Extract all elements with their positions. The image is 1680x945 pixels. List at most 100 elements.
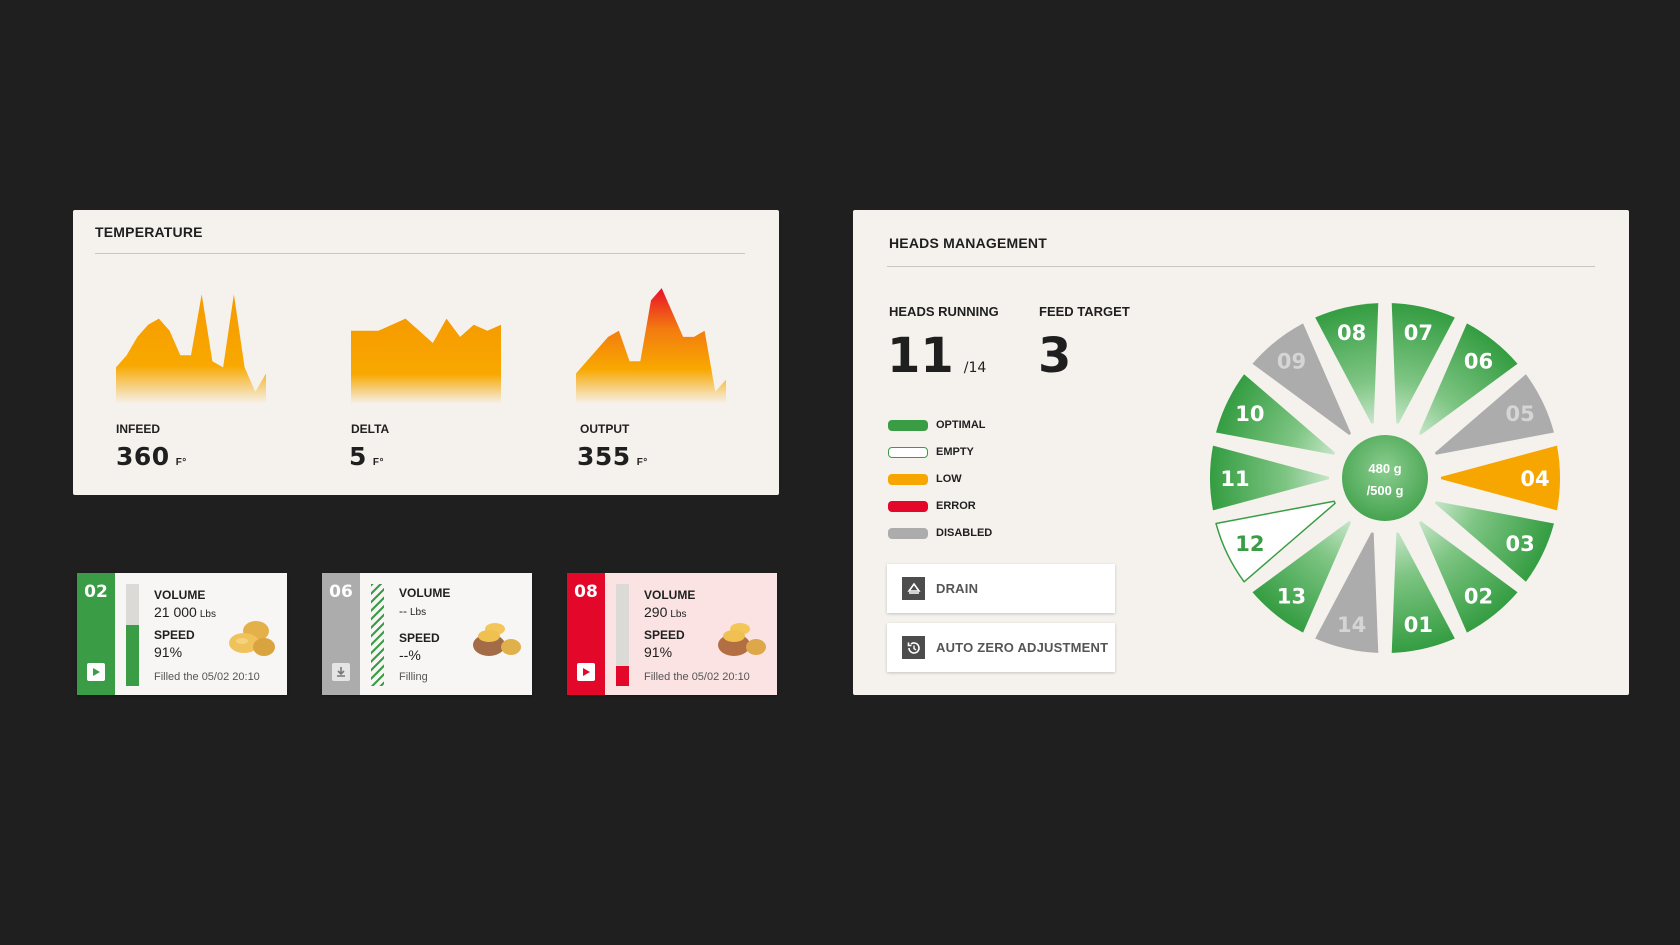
legend-swatch (888, 500, 928, 512)
head-segment-label: 05 (1506, 402, 1535, 426)
reset-icon (902, 636, 925, 659)
status-note: Filled the 05/02 20:10 (154, 671, 260, 683)
status-note: Filling (399, 671, 428, 683)
volume-label: VOLUME (399, 586, 451, 600)
speed-value: --% (399, 647, 421, 663)
download-icon[interactable] (332, 663, 350, 681)
head-segment-09[interactable] (1252, 323, 1352, 435)
head-segment-label: 08 (1337, 321, 1366, 345)
volume-value: 290 Lbs (644, 604, 687, 620)
head-card-06[interactable]: 06 VOLUME -- Lbs SPEED --% Filling (322, 573, 532, 695)
speed-value: 91% (644, 644, 673, 660)
center-target: /500 g (1367, 483, 1404, 498)
head-segment-07[interactable] (1391, 303, 1455, 424)
status-note: Filled the 05/02 20:10 (644, 671, 750, 683)
infeed-value: 360 F° (116, 442, 187, 471)
speed-label: SPEED (399, 631, 440, 645)
delta-value: 5 F° (349, 442, 385, 471)
fill-gauge (616, 584, 629, 686)
head-card-08[interactable]: 08 VOLUME 290 Lbs SPEED 91% Filled the 05… (567, 573, 777, 695)
feed-target-label: FEED TARGET (1039, 304, 1130, 319)
divider (95, 253, 745, 254)
panel-title: HEADS MANAGEMENT (889, 235, 1047, 251)
feed-target-value: 3 (1038, 328, 1072, 384)
legend-swatch (888, 473, 928, 485)
head-segment-12[interactable] (1215, 500, 1336, 583)
fill-gauge-level (616, 665, 629, 686)
play-icon[interactable] (577, 663, 595, 681)
volume-label: VOLUME (644, 588, 696, 602)
card-head-number: 02 (84, 582, 108, 602)
head-segment-08[interactable] (1315, 303, 1379, 424)
legend-label: ERROR (936, 500, 976, 512)
auto-zero-adjustment-label: AUTO ZERO ADJUSTMENT (936, 640, 1109, 655)
divider (887, 266, 1595, 267)
legend-label: OPTIMAL (936, 419, 986, 431)
output-value: 355 F° (577, 442, 648, 471)
head-card-02[interactable]: 02 VOLUME 21 000 Lbs SPEED 91% Filled the… (77, 573, 287, 695)
card-head-number: 08 (574, 582, 598, 602)
heads-running-label: HEADS RUNNING (889, 304, 999, 319)
fill-gauge (126, 584, 139, 686)
head-segment-02[interactable] (1418, 521, 1518, 633)
output-trend-area (576, 288, 726, 404)
head-segment-01[interactable] (1391, 532, 1455, 653)
head-segment-13[interactable] (1252, 521, 1352, 633)
delta-trend-chart (351, 318, 501, 404)
volume-value: 21 000 Lbs (154, 604, 216, 620)
volume-value: -- Lbs (399, 604, 427, 618)
legend-swatch (888, 446, 928, 458)
head-segment-10[interactable] (1216, 374, 1336, 455)
infeed-trend-chart (116, 294, 266, 404)
potato-image (473, 623, 521, 656)
head-segment-label: 03 (1506, 532, 1535, 556)
output-trend-chart (576, 288, 726, 404)
wheel-center (1342, 435, 1428, 521)
heads-running-value: 11/14 (887, 328, 987, 384)
head-segment-14[interactable] (1315, 532, 1379, 653)
volume-label: VOLUME (154, 588, 206, 602)
delta-label: DELTA (351, 422, 390, 436)
head-segment-04[interactable] (1440, 445, 1560, 511)
head-segment-label: 10 (1235, 402, 1264, 426)
speed-value: 91% (154, 644, 183, 660)
legend-swatch (888, 527, 928, 539)
legend-optimal: OPTIMAL (888, 417, 986, 433)
speed-label: SPEED (644, 628, 685, 642)
head-segment-label: 04 (1520, 467, 1549, 491)
legend-label: DISABLED (936, 527, 993, 539)
drain-button-label: DRAIN (936, 581, 979, 596)
play-icon[interactable] (87, 663, 105, 681)
legend-empty: EMPTY (888, 444, 974, 460)
center-weight: 480 g (1368, 461, 1401, 476)
head-segment-label: 01 (1404, 613, 1433, 637)
eject-icon (902, 577, 925, 600)
output-label: OUTPUT (580, 422, 630, 436)
head-segment-03[interactable] (1434, 501, 1554, 582)
legend-low: LOW (888, 471, 962, 487)
infeed-trend-area (116, 294, 266, 404)
fill-gauge (371, 584, 384, 686)
potato-image (718, 623, 766, 656)
head-segment-label: 11 (1220, 467, 1249, 491)
legend-disabled: DISABLED (888, 525, 992, 541)
heads-wheel: 01 02 03 04 05 06 07 08 09 10 11 12 13 14 480 g /500 … (1210, 303, 1560, 653)
card-head-number: 06 (329, 582, 353, 602)
legend-swatch (888, 419, 928, 431)
speed-label: SPEED (154, 628, 195, 642)
infeed-label: INFEED (116, 422, 161, 436)
head-segment-06[interactable] (1418, 323, 1518, 435)
legend-label: LOW (936, 473, 962, 485)
head-segment-label: 12 (1235, 532, 1264, 556)
auto-zero-adjustment-button[interactable]: AUTO ZERO ADJUSTMENT (887, 623, 1115, 672)
delta-trend-area (351, 318, 501, 404)
legend-error: ERROR (888, 498, 976, 514)
drain-button[interactable]: DRAIN (887, 564, 1115, 613)
head-segment-label: 14 (1337, 613, 1366, 637)
head-segment-label: 13 (1277, 584, 1306, 608)
heads-management-panel: HEADS MANAGEMENT HEADS RUNNING 11/14 FEE… (853, 210, 1629, 695)
head-segment-11[interactable] (1210, 445, 1330, 511)
legend-label: EMPTY (936, 446, 974, 458)
head-segment-05[interactable] (1434, 374, 1554, 455)
fill-gauge-level (126, 624, 139, 686)
